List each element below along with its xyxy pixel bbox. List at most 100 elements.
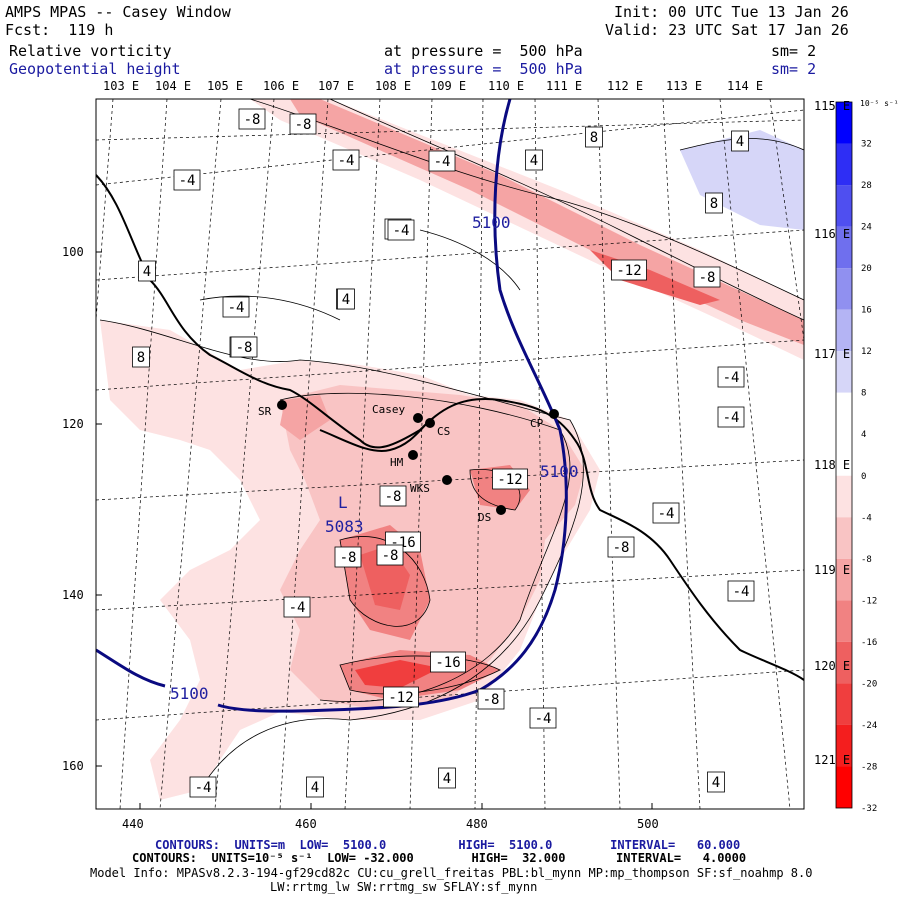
contour-label-box <box>727 580 755 602</box>
contour-label: 4 <box>712 775 720 791</box>
colorbar-label: 32 <box>861 140 872 150</box>
contour-label-box <box>230 336 258 358</box>
contour-label: -4 <box>434 154 451 170</box>
longitude-label: 104 E <box>155 79 191 93</box>
y-tick-labels: 100 120 140 160 <box>62 245 84 773</box>
valid-time: Valid: 23 UTC Sat 17 Jan 26 <box>605 21 849 39</box>
colorbar-label: -24 <box>861 721 877 731</box>
contour-label-box <box>173 169 201 191</box>
y-tick-label: 100 <box>62 245 84 259</box>
contour-label: -8 <box>483 692 500 708</box>
contour-label: -12 <box>616 263 641 279</box>
colorbar-segment <box>836 434 852 476</box>
vorticity-core-south-inner <box>355 660 440 688</box>
longitude-label: 106 E <box>263 79 299 93</box>
colorbar: 10⁻⁵ s⁻¹ 32 28 24 20 16 12 8 4 0 -4 -8 -12 -16 -20 -24 -… <box>835 99 899 814</box>
contour-label-box <box>525 149 543 171</box>
x-tick-labels: 440 460 480 500 <box>122 817 659 831</box>
height-label: L <box>338 493 348 512</box>
contour-label: -4 <box>195 780 212 796</box>
contour-label: -12 <box>497 472 522 488</box>
chart-title: AMPS MPAS -- Casey Window <box>5 3 231 21</box>
station-label: WKS <box>410 482 430 495</box>
contour-label: -12 <box>388 690 413 706</box>
station-marker <box>425 418 435 428</box>
longitude-label: 118 E <box>814 458 850 472</box>
x-tick-label: 480 <box>466 817 488 831</box>
colorbar-segment <box>836 392 852 435</box>
longitude-labels-top: 103 E 104 E 105 E 106 E 107 E 108 E 109 E 110 E… <box>103 79 763 93</box>
height-label: 5100 <box>540 462 579 481</box>
colorbar-segment <box>836 600 852 642</box>
contour-label: 4 <box>530 153 538 169</box>
colorbar-label: -8 <box>861 555 872 565</box>
station-marker <box>413 413 423 423</box>
contour-label-box <box>387 219 415 241</box>
footer-model-info: Model Info: MPASv8.2.3-194-gf29cd82c CU:… <box>90 866 813 880</box>
contour-label: -8 <box>385 489 402 505</box>
contour-label: -8 <box>613 540 630 556</box>
contour-label-box <box>717 366 745 388</box>
contour-label: -4 <box>289 600 306 616</box>
height-label: 5100 <box>170 684 209 703</box>
contour-label-box <box>332 149 360 171</box>
footer-height-contours: CONTOURS: UNITS=m LOW= 5100.0 HIGH= 5100… <box>155 838 741 852</box>
contour-label: -4 <box>338 153 355 169</box>
contour-label-box <box>379 485 407 507</box>
height-labels: 5100 5100 5100 L 5083 <box>170 213 579 703</box>
contour-label: -4 <box>535 711 552 727</box>
contour-label-box <box>492 468 528 490</box>
longitude-label: 115 E <box>814 99 850 113</box>
vorticity-positive-patch <box>680 130 804 230</box>
colorbar-segment <box>836 226 852 269</box>
init-time: Init: 00 UTC Tue 13 Jan 26 <box>614 3 849 21</box>
colorbar-segment <box>836 724 852 767</box>
contour-label: 4 <box>311 780 319 796</box>
station-marker <box>442 475 452 485</box>
height-label: 5083 <box>325 517 364 536</box>
height-label: 5100 <box>472 213 511 232</box>
contour-label: -4 <box>228 300 245 316</box>
contour-label: -8 <box>340 550 357 566</box>
x-tick-label: 440 <box>122 817 144 831</box>
field2-smoothing: sm= 2 <box>771 60 817 78</box>
contour-label: 4 <box>342 292 350 308</box>
longitude-label: 103 E <box>103 79 139 93</box>
contour-label: -8 <box>244 112 261 128</box>
station-marker <box>408 450 418 460</box>
contour-label-box <box>717 406 745 428</box>
longitude-label: 111 E <box>546 79 582 93</box>
colorbar-segment <box>836 351 852 393</box>
contour-label-box <box>132 346 150 368</box>
longitude-labels-right: 115 E 116 E 117 E 118 E 119 E 120 E 121 E <box>814 99 850 767</box>
contour-label-box <box>731 130 749 152</box>
longitude-label: 114 E <box>727 79 763 93</box>
contour-label-box <box>529 707 557 729</box>
coastline <box>96 174 804 681</box>
longitude-label: 119 E <box>814 563 850 577</box>
vorticity-contours <box>99 99 804 791</box>
contour-label: -8 <box>382 548 399 564</box>
colorbar-label: -32 <box>861 804 877 814</box>
colorbar-label: 0 <box>861 472 866 482</box>
station-label: CS <box>437 425 450 438</box>
colorbar-segment <box>836 558 852 601</box>
contour-label-box <box>693 266 721 288</box>
y-tick-label: 160 <box>62 759 84 773</box>
contour-label: 4 <box>443 771 451 787</box>
contour-label-box <box>705 192 723 214</box>
colorbar-unit: 10⁻⁵ s⁻¹ <box>860 99 899 108</box>
contour-label: -4 <box>723 370 740 386</box>
contour-label: 8 <box>710 196 718 212</box>
colorbar-label: 8 <box>861 389 866 399</box>
contour-label: 8 <box>590 130 598 146</box>
colorbar-label: 12 <box>861 347 872 357</box>
station-marker <box>549 409 559 419</box>
field1-name: Relative vorticity <box>9 42 172 60</box>
footer-physics-info: LW:rrtmg_lw SW:rrtmg_sw SFLAY:sf_mynn <box>270 880 538 894</box>
colorbar-label: 24 <box>861 223 872 233</box>
contour-label: -4 <box>658 506 675 522</box>
contour-label-box <box>138 260 156 282</box>
contour-label: 8 <box>137 350 145 366</box>
